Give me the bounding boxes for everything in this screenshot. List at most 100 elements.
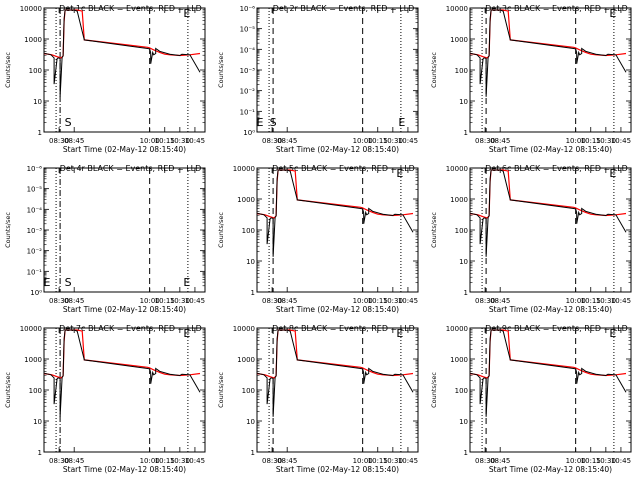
- event-letter: E: [609, 327, 616, 340]
- x-tick-label: 08:45: [64, 137, 84, 145]
- y-tick-label: 100: [242, 227, 255, 235]
- plot-frame: [43, 167, 206, 293]
- event-letter: S: [65, 116, 72, 129]
- y-tick-label: 10⁻²: [240, 88, 256, 96]
- x-tick-label: 08:30: [475, 297, 495, 305]
- y-axis-label: Counts/sec: [4, 52, 12, 88]
- y-tick-label: 10000: [446, 5, 468, 13]
- x-tick-label: 10:00: [353, 137, 373, 145]
- x-axis-label: Start Time (02-May-12 08:15:40): [276, 465, 399, 474]
- x-axis-label: Start Time (02-May-12 08:15:40): [276, 305, 399, 314]
- y-tick-label: 10: [246, 418, 255, 426]
- event-letter: E: [44, 276, 51, 289]
- x-tick-label: 10:30: [596, 457, 616, 465]
- x-tick-label: 10:00: [140, 297, 160, 305]
- y-tick-label: 100: [29, 67, 42, 75]
- y-tick-label: 10: [33, 418, 42, 426]
- x-tick-label: 08:45: [490, 137, 510, 145]
- x-tick-label: 08:45: [490, 457, 510, 465]
- event-letter: E: [609, 167, 616, 180]
- event-letter: E: [183, 7, 190, 20]
- x-tick-label: 10:00: [140, 457, 160, 465]
- panel-title: Det 7c BLACK = Events, RED = LLD: [59, 324, 202, 333]
- x-axis-label: Start Time (02-May-12 08:15:40): [63, 145, 186, 154]
- x-tick-label: 08:45: [277, 297, 297, 305]
- y-axis-label: Counts/sec: [4, 372, 12, 408]
- x-axis-label: Start Time (02-May-12 08:15:40): [276, 145, 399, 154]
- series-events-line: [256, 329, 414, 417]
- y-tick-label: 1: [464, 129, 468, 137]
- series-events-line: [43, 329, 201, 417]
- x-tick-label: 10:15: [581, 297, 601, 305]
- y-tick-label: 10⁻¹: [27, 268, 43, 276]
- plot-frame: [469, 167, 632, 293]
- x-tick-label: 10:30: [596, 297, 616, 305]
- x-tick-label: 08:30: [49, 297, 69, 305]
- plot-frame: [43, 7, 206, 133]
- y-tick-label: 1000: [24, 356, 42, 364]
- panel-title: Det 1c BLACK = Events, RED = LLD: [59, 4, 202, 13]
- y-tick-label: 1: [38, 449, 42, 457]
- x-tick-label: 10:45: [185, 457, 205, 465]
- y-axis-label: Counts/sec: [430, 212, 438, 248]
- y-tick-label: 100: [455, 67, 468, 75]
- x-tick-label: 10:15: [581, 137, 601, 145]
- panel-7: Det 7c BLACK = Events, RED = LLD Start Ti…: [4, 324, 206, 474]
- panel-5: Det 5c BLACK = Events, RED = LLD Start Ti…: [217, 164, 419, 314]
- y-tick-label: 10: [33, 98, 42, 106]
- y-tick-label: 1000: [237, 356, 255, 364]
- y-tick-label: 1: [251, 449, 255, 457]
- plot-frame: [469, 327, 632, 453]
- plot-frame: [256, 327, 419, 453]
- y-tick-label: 100: [242, 387, 255, 395]
- panel-title: Det 6c BLACK = Events, RED = LLD: [485, 164, 628, 173]
- x-tick-label: 10:45: [398, 137, 418, 145]
- y-tick-label: 10⁰: [243, 129, 255, 137]
- y-axis-label: Counts/sec: [430, 372, 438, 408]
- y-tick-label: 1: [38, 129, 42, 137]
- y-tick-label: 10000: [233, 165, 255, 173]
- y-tick-label: 10: [459, 258, 468, 266]
- x-axis-label: Start Time (02-May-12 08:15:40): [63, 465, 186, 474]
- y-tick-label: 1000: [450, 356, 468, 364]
- x-tick-label: 10:45: [398, 457, 418, 465]
- y-tick-label: 10⁻⁴: [240, 46, 256, 54]
- series-lld-line: [469, 169, 627, 219]
- y-tick-label: 1000: [237, 196, 255, 204]
- x-tick-label: 10:00: [353, 297, 373, 305]
- x-tick-label: 08:30: [262, 457, 282, 465]
- x-tick-label: 10:15: [368, 137, 388, 145]
- y-tick-label: 10⁻⁵: [240, 26, 256, 34]
- y-tick-label: 1000: [450, 196, 468, 204]
- y-axis-label: Counts/sec: [217, 212, 225, 248]
- x-tick-label: 08:45: [277, 457, 297, 465]
- y-axis-label: Counts/sec: [217, 372, 225, 408]
- y-tick-label: 10000: [233, 325, 255, 333]
- x-tick-label: 08:45: [490, 297, 510, 305]
- y-tick-label: 10⁻³: [27, 227, 43, 235]
- series-events-line: [43, 9, 201, 97]
- series-lld-line: [256, 169, 414, 219]
- x-tick-label: 10:45: [398, 297, 418, 305]
- y-tick-label: 1: [251, 289, 255, 297]
- event-letter: E: [183, 327, 190, 340]
- x-axis-label: Start Time (02-May-12 08:15:40): [63, 305, 186, 314]
- y-axis-label: Counts/sec: [4, 212, 12, 248]
- series-lld-line: [256, 329, 414, 379]
- plot-frame: [469, 7, 632, 133]
- y-tick-label: 10: [459, 418, 468, 426]
- x-tick-label: 10:45: [185, 137, 205, 145]
- event-letter: S: [270, 116, 277, 129]
- series-lld-line: [469, 9, 627, 59]
- y-tick-label: 1: [464, 449, 468, 457]
- x-tick-label: 08:30: [49, 137, 69, 145]
- event-letter: E: [183, 276, 190, 289]
- x-tick-label: 08:45: [64, 297, 84, 305]
- series-events-line: [469, 169, 627, 257]
- event-letter: E: [398, 116, 405, 129]
- y-tick-label: 10: [459, 98, 468, 106]
- panel-title: Det 8c BLACK = Events, RED = LLD: [272, 324, 415, 333]
- panel-title: Det 3c BLACK = Events, RED = LLD: [485, 4, 628, 13]
- panel-title: Det 4r BLACK = Events, RED = LLD: [60, 164, 202, 173]
- y-tick-label: 10⁰: [30, 289, 42, 297]
